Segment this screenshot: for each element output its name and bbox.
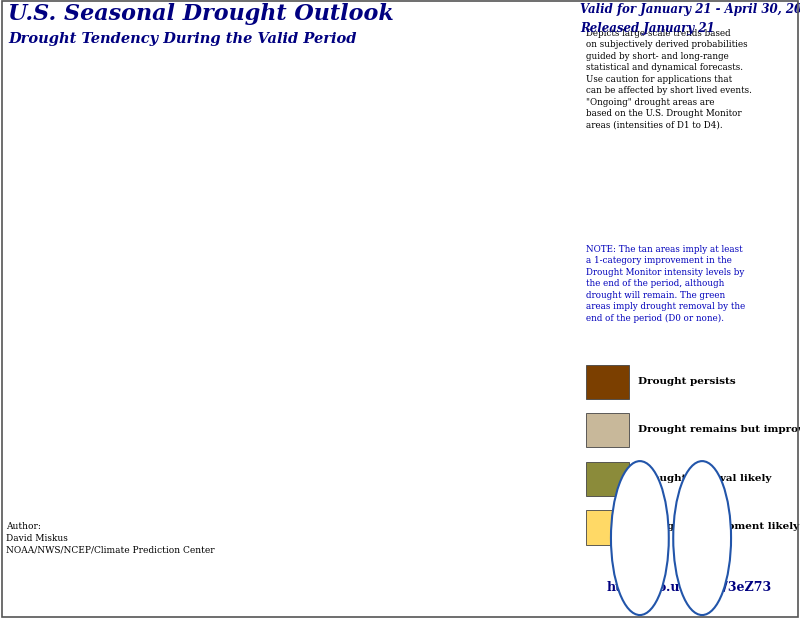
Text: Drought removal likely: Drought removal likely [638, 474, 771, 483]
Text: Author:
David Miskus
NOAA/NWS/NCEP/Climate Prediction Center: Author: David Miskus NOAA/NWS/NCEP/Clima… [6, 522, 215, 555]
Circle shape [611, 461, 669, 615]
Text: http://go.usa.gov/3eZ73: http://go.usa.gov/3eZ73 [606, 581, 771, 594]
FancyBboxPatch shape [586, 413, 629, 447]
Text: Drought remains but improves: Drought remains but improves [638, 425, 800, 434]
Text: NWS: NWS [629, 533, 651, 543]
FancyBboxPatch shape [586, 510, 629, 544]
Text: U.S. Seasonal Drought Outlook: U.S. Seasonal Drought Outlook [8, 3, 394, 25]
FancyBboxPatch shape [586, 462, 629, 496]
Text: Drought persists: Drought persists [638, 377, 735, 386]
Text: Drought Tendency During the Valid Period: Drought Tendency During the Valid Period [8, 32, 357, 46]
Text: Valid for January 21 - April 30, 2021: Valid for January 21 - April 30, 2021 [580, 3, 800, 16]
Text: Depicts large-scale trends based
on subjectively derived probabilities
guided by: Depicts large-scale trends based on subj… [586, 29, 752, 130]
Circle shape [674, 461, 731, 615]
FancyBboxPatch shape [586, 365, 629, 399]
Text: NOTE: The tan areas imply at least
a 1-category improvement in the
Drought Monit: NOTE: The tan areas imply at least a 1-c… [586, 245, 746, 323]
Text: Drought development likely: Drought development likely [638, 522, 798, 531]
Text: Released January 21: Released January 21 [580, 22, 714, 35]
Text: NOAA: NOAA [689, 533, 715, 543]
